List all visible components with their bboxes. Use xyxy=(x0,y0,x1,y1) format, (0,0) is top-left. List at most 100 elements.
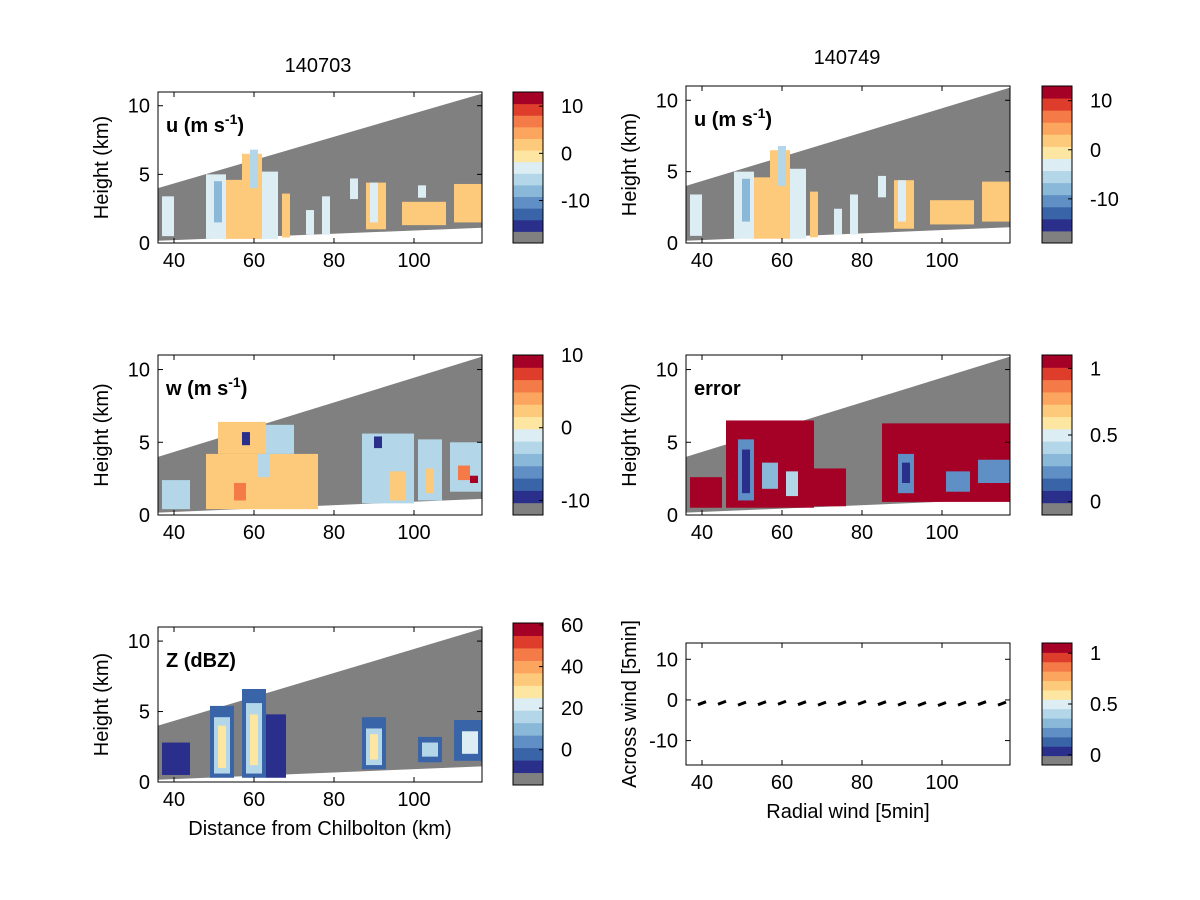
colorbar-tick-label: 0 xyxy=(561,740,572,762)
x-tick-label: 40 xyxy=(163,250,185,272)
y-tick-label: 5 xyxy=(139,164,150,186)
colorbar-swatch xyxy=(513,453,543,467)
colorbar-frame xyxy=(512,354,544,516)
colorbar-swatch xyxy=(513,355,543,368)
colorbar-swatch xyxy=(513,184,543,198)
colorbar-swatch xyxy=(1042,355,1072,368)
data-cell xyxy=(850,194,858,235)
colorbar-swatch xyxy=(513,760,543,774)
x-tick-label: 100 xyxy=(925,250,958,272)
panel-label: u (m s-1) xyxy=(166,111,244,137)
wind-point xyxy=(917,701,927,707)
data-cell xyxy=(690,194,702,236)
x-tick-label: 40 xyxy=(691,772,713,794)
y-tick-label: 10 xyxy=(656,90,678,112)
x-tick-label: 60 xyxy=(243,789,265,811)
colorbar-swatch xyxy=(513,196,543,209)
colorbar-swatch xyxy=(1042,194,1072,208)
colorbar-swatch xyxy=(1042,708,1072,719)
x-tick-label: 40 xyxy=(163,789,185,811)
colorbar-tick-label: 40 xyxy=(561,657,583,679)
data-cell xyxy=(266,424,294,454)
colorbar-tick-label: 1 xyxy=(1090,358,1101,380)
wind-point xyxy=(777,699,787,706)
x-tick-label: 100 xyxy=(397,522,430,544)
x-tick-label: 80 xyxy=(851,522,873,544)
column-title-left: 140703 xyxy=(285,55,352,77)
colorbar-tick-label: -10 xyxy=(1090,189,1119,211)
colorbar-swatch xyxy=(1042,110,1072,123)
colorbar-swatch xyxy=(1042,428,1072,442)
colorbar-tick-label: 10 xyxy=(561,345,583,367)
data-cell xyxy=(370,734,378,760)
data-cell xyxy=(226,179,242,239)
no-data-wedge xyxy=(158,628,482,780)
colorbar-swatch xyxy=(1042,755,1072,766)
data-cell xyxy=(258,453,270,478)
colorbar-tick-label: 10 xyxy=(1090,91,1112,113)
data-cell xyxy=(162,742,190,775)
colorbar-swatch xyxy=(513,404,543,418)
wind-point xyxy=(997,700,1007,707)
colorbar-swatch xyxy=(513,697,543,711)
wind-point xyxy=(737,700,747,707)
colorbar-swatch xyxy=(513,772,543,786)
wind-point xyxy=(957,700,967,707)
colorbar-swatch xyxy=(513,672,543,686)
colorbar: 10 0 -10 xyxy=(512,345,590,516)
x-tick-label: 80 xyxy=(851,772,873,794)
data-cell xyxy=(790,168,806,239)
colorbar-swatch xyxy=(513,367,543,381)
x-tick-label: 40 xyxy=(691,250,713,272)
axes-frame xyxy=(685,642,1011,766)
data-cell xyxy=(390,471,406,501)
colorbar-swatch xyxy=(513,465,543,479)
axes-frame xyxy=(157,91,483,244)
wind-point xyxy=(897,700,907,707)
wind-point xyxy=(757,700,767,707)
plot-area xyxy=(686,87,1010,241)
colorbar-swatch xyxy=(1042,746,1072,757)
colorbar-swatch xyxy=(1042,122,1072,135)
data-cell xyxy=(402,201,446,226)
colorbar-tick-label: 20 xyxy=(561,698,583,720)
colorbar-swatch xyxy=(513,391,543,405)
data-cell xyxy=(374,436,382,449)
y-tick-label: 0 xyxy=(667,690,678,712)
colorbar-swatch xyxy=(1042,680,1072,691)
y-axis-label: Height (km) xyxy=(619,113,641,216)
colorbar-swatch xyxy=(1042,661,1072,672)
wind-point xyxy=(977,700,987,707)
colorbar-swatch xyxy=(1042,490,1072,504)
colorbar-swatch xyxy=(1042,465,1072,479)
data-cell xyxy=(754,177,770,239)
colorbar-swatch xyxy=(1042,367,1072,381)
colorbar-swatch xyxy=(513,623,543,636)
x-tick-label: 80 xyxy=(323,789,345,811)
plot-area xyxy=(158,356,482,513)
colorbar-tick-label: -10 xyxy=(561,490,590,512)
y-tick-label: 0 xyxy=(667,505,678,527)
data-cell xyxy=(778,145,786,186)
colorbar-swatch xyxy=(513,722,543,736)
colorbar: 60 40 20 0 xyxy=(512,615,583,786)
data-cell xyxy=(742,449,750,494)
axes-frame xyxy=(685,354,1011,516)
wind-point xyxy=(877,700,887,707)
data-cell xyxy=(742,178,750,222)
colorbar-swatch xyxy=(513,161,543,174)
colorbar-swatch xyxy=(1042,391,1072,405)
data-cell xyxy=(418,185,426,198)
wind-point xyxy=(817,700,827,707)
colorbar-swatch xyxy=(1042,230,1072,244)
y-tick-label: 10 xyxy=(128,360,150,382)
colorbar-swatch xyxy=(1042,478,1072,491)
data-cell xyxy=(362,433,414,504)
wind-point xyxy=(837,700,847,707)
colorbar-swatch xyxy=(513,747,543,761)
